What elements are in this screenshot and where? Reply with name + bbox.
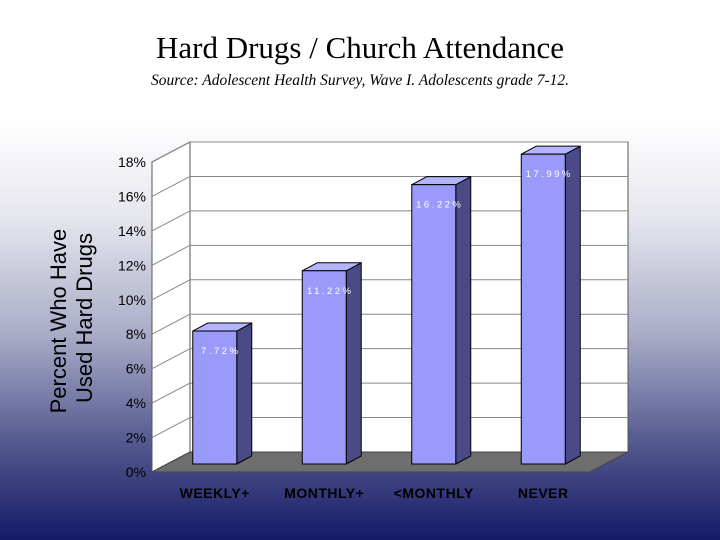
gridline-side: [151, 279, 191, 301]
bar-side: [455, 175, 472, 465]
gridline-side: [151, 348, 191, 370]
bar-front: [301, 270, 347, 465]
bar-front: [520, 153, 566, 465]
data-label: 7.72%: [201, 346, 240, 357]
gridline-side: [151, 417, 191, 438]
bar: [301, 261, 362, 465]
x-category-label: <MONTHLY: [394, 485, 474, 501]
y-axis-label-line-2: Used Hard Drugs: [72, 233, 97, 403]
bar: [411, 175, 472, 465]
gridline-side: [151, 210, 191, 232]
y-tick-label: 12%: [118, 257, 146, 273]
y-tick-label: 16%: [118, 188, 146, 204]
y-tick-label: 14%: [118, 223, 146, 239]
data-label: 17.99%: [526, 169, 573, 180]
x-category-label: WEEKLY+: [180, 485, 250, 501]
gridline-side: [151, 382, 191, 404]
y-tick-label: 6%: [126, 361, 146, 377]
y-tick-label: 0%: [126, 464, 146, 480]
bar-front: [192, 330, 238, 465]
y-tick-label: 10%: [118, 292, 146, 308]
y-tick-label: 8%: [126, 326, 146, 342]
bar-front: [411, 184, 457, 465]
side-wall: [151, 141, 191, 473]
gridline-side: [151, 313, 191, 335]
bar-side: [236, 322, 253, 465]
y-tick-label: 4%: [126, 395, 146, 411]
chart-title: Hard Drugs / Church Attendance: [155, 30, 565, 65]
chart-subtitle: Source: Adolescent Health Survey, Wave I…: [151, 72, 569, 89]
bar-side: [564, 145, 581, 465]
gridline-side: [151, 244, 191, 266]
data-label: 16.22%: [416, 200, 463, 211]
y-axis-label: Percent Who Have Used Hard Drugs: [46, 223, 97, 414]
bars: 7.72% 11.22% 16.22% 17.99%: [192, 145, 581, 465]
y-tick-label: 2%: [126, 430, 146, 446]
bar: [520, 145, 581, 465]
x-axis-categories: WEEKLY+ MONTHLY+ <MONTHLY NEVER: [180, 485, 569, 501]
chart-frame: [151, 141, 629, 473]
gridline-side: [151, 176, 191, 197]
gridline-side: [151, 141, 191, 163]
x-category-label: NEVER: [518, 485, 569, 501]
x-category-label: MONTHLY+: [284, 485, 364, 501]
y-axis-label-line-1: Percent Who Have: [46, 229, 71, 414]
floor: [151, 451, 629, 473]
y-tick-label: 18%: [118, 154, 146, 170]
bar: [192, 322, 253, 465]
y-axis-ticks: 0% 2% 4% 6% 8% 10% 12% 14% 16% 18%: [118, 154, 146, 480]
data-label: 11.22%: [307, 286, 354, 297]
